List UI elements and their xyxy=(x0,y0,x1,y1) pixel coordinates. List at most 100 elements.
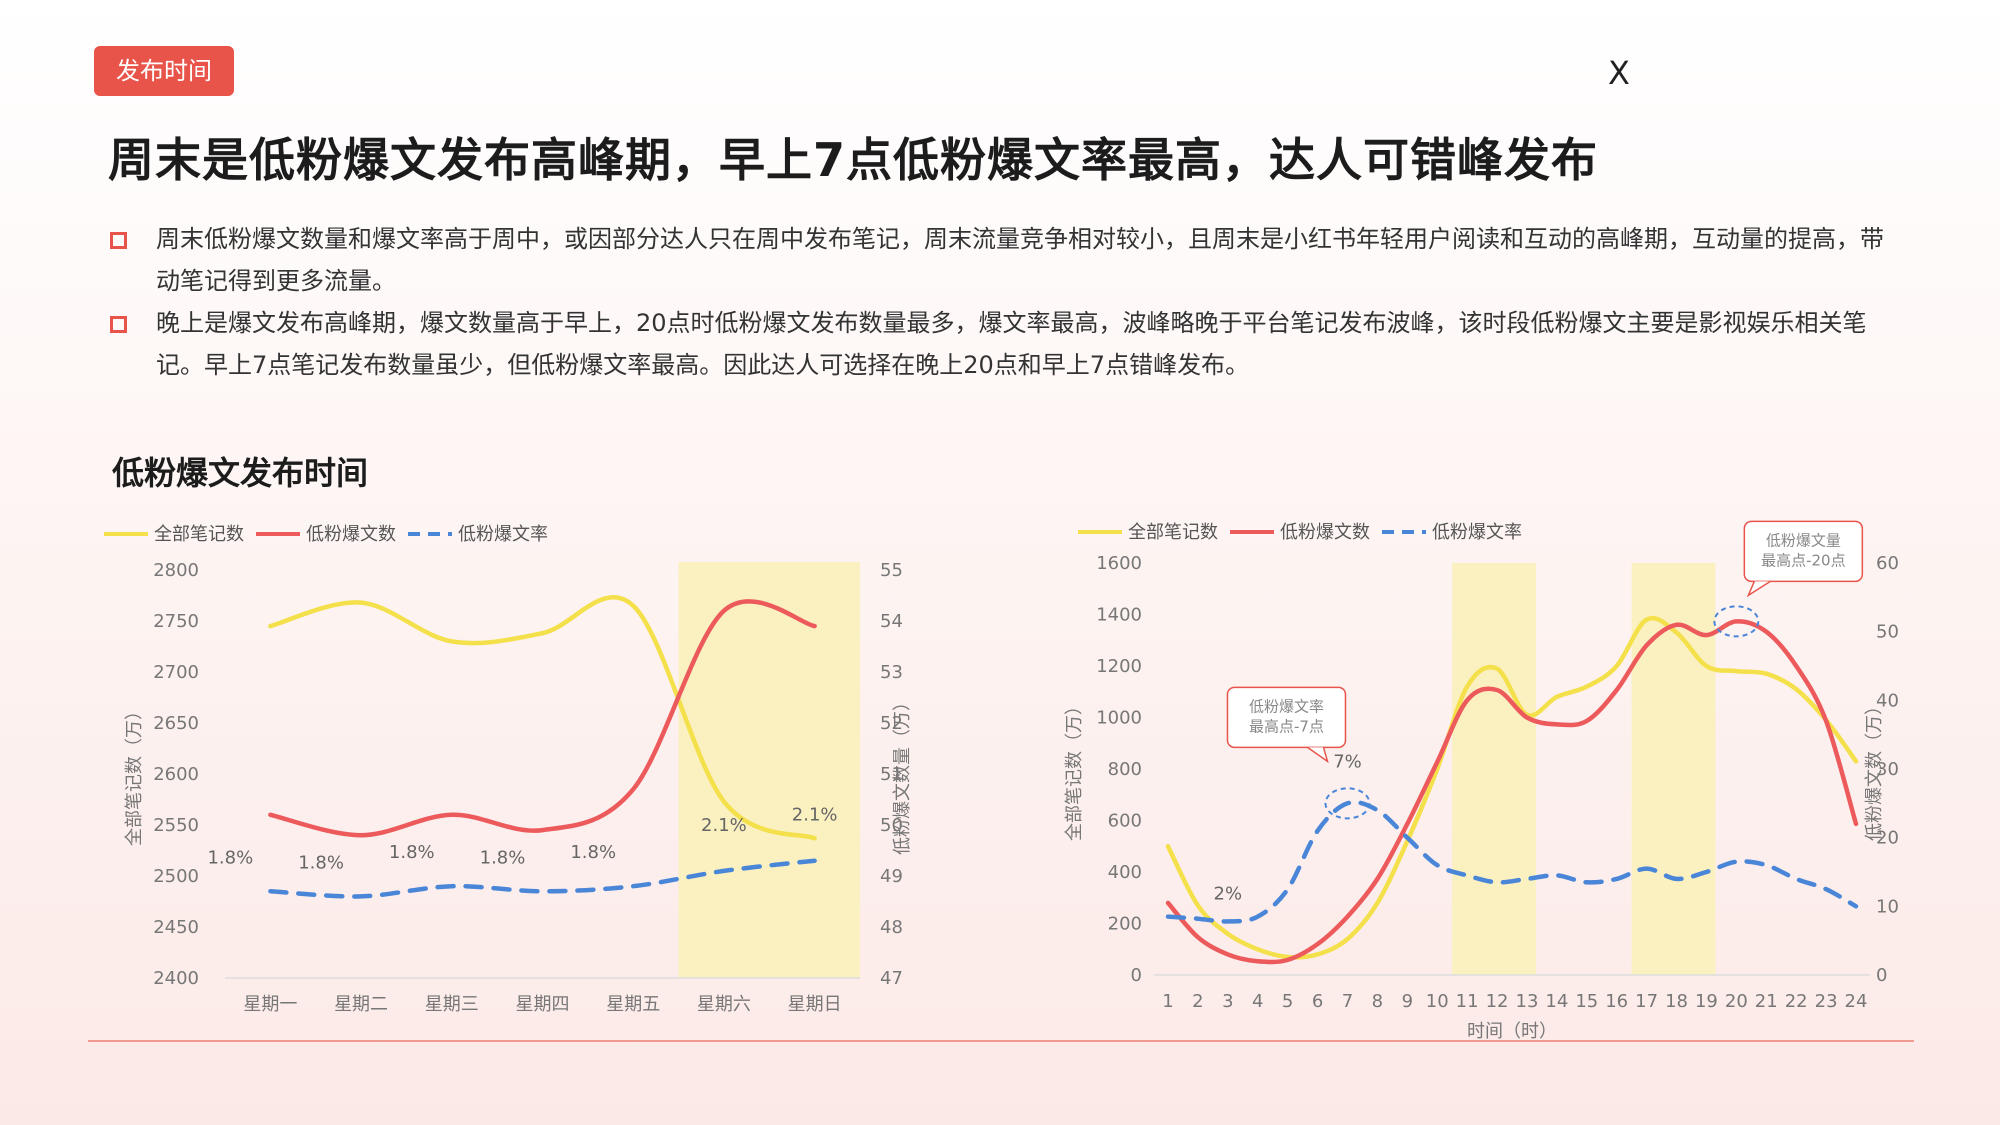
y-left-title: 全部笔记数（万） xyxy=(1064,697,1085,841)
section-title: 低粉爆文发布时间 xyxy=(112,454,369,492)
bullet-list: 周末低粉爆文数量和爆文率高于周中，或因部分达人只在周中发布笔记，周末流量竞争相对… xyxy=(108,218,1898,386)
x-tick: 18 xyxy=(1665,991,1688,1012)
series-line-low-fan-rate xyxy=(1165,799,1859,924)
square-bullet-icon xyxy=(110,232,127,249)
x-tick: 5 xyxy=(1282,991,1293,1012)
x-tick: 星期五 xyxy=(606,994,660,1015)
close-button[interactable]: X xyxy=(1608,54,1630,92)
x-tick: 13 xyxy=(1516,991,1539,1012)
y-left-tick: 1600 xyxy=(1096,553,1142,574)
x-tick: 24 xyxy=(1845,991,1868,1012)
x-tick: 星期日 xyxy=(788,994,842,1015)
x-tick: 6 xyxy=(1312,991,1323,1012)
bullet-item: 晚上是爆文发布高峰期，爆文数量高于早上，20点时低粉爆文发布数量最多，爆文率最高… xyxy=(108,302,1898,386)
y-right-tick: 53 xyxy=(880,662,903,683)
bullet-text: 晚上是爆文发布高峰期，爆文数量高于早上，20点时低粉爆文发布数量最多，爆文率最高… xyxy=(156,309,1867,379)
x-tick: 20 xyxy=(1725,991,1748,1012)
weekend-highlight xyxy=(678,562,860,978)
y-right-tick: 49 xyxy=(880,866,903,887)
callout-text: 低粉爆文率 xyxy=(1249,697,1324,715)
y-right-tick: 48 xyxy=(880,917,903,938)
data-label: 2% xyxy=(1214,883,1243,904)
x-tick: 星期二 xyxy=(334,994,388,1015)
y-right-tick: 40 xyxy=(1876,690,1899,711)
x-tick: 9 xyxy=(1402,991,1413,1012)
x-tick: 17 xyxy=(1635,991,1658,1012)
x-tick: 10 xyxy=(1426,991,1449,1012)
y-left-tick: 2450 xyxy=(153,917,199,938)
legend-label: 低粉爆文率 xyxy=(1432,522,1522,543)
y-right-title: 低粉爆文数（万） xyxy=(1864,697,1885,841)
callout-pointer xyxy=(1307,746,1329,764)
y-right-tick: 55 xyxy=(880,560,903,581)
data-label: 1.8% xyxy=(389,842,435,863)
data-label: 2.1% xyxy=(792,805,838,826)
legend-label: 低粉爆文数 xyxy=(306,524,396,545)
legend-label: 全部笔记数 xyxy=(1128,522,1218,543)
x-tick: 23 xyxy=(1815,991,1838,1012)
legend-label: 全部笔记数 xyxy=(154,524,244,545)
y-left-tick: 1000 xyxy=(1096,708,1142,729)
legend-label: 低粉爆文率 xyxy=(458,524,548,545)
y-left-tick: 2550 xyxy=(153,815,199,836)
series-line-all-notes xyxy=(1165,615,1859,960)
x-tick: 11 xyxy=(1456,991,1479,1012)
y-right-tick: 51 xyxy=(880,764,903,785)
callout-text: 低粉爆文量 xyxy=(1766,531,1841,549)
data-label: 2.1% xyxy=(701,815,747,836)
series-line-low-fan-count xyxy=(268,599,817,838)
x-tick: 4 xyxy=(1252,991,1263,1012)
y-right-tick: 50 xyxy=(880,815,903,836)
series-line-low-fan-rate xyxy=(268,858,817,899)
callout-box xyxy=(1226,686,1347,749)
x-axis-title: 时间（时） xyxy=(1467,1021,1557,1042)
section-tag: 发布时间 xyxy=(94,46,234,96)
y-left-tick: 400 xyxy=(1108,862,1142,883)
series-line-all-notes xyxy=(268,595,817,841)
x-tick: 2 xyxy=(1192,991,1203,1012)
y-left-tick: 2650 xyxy=(153,713,199,734)
y-right-tick: 30 xyxy=(1876,759,1899,780)
y-right-tick: 10 xyxy=(1876,896,1899,917)
y-right-tick: 52 xyxy=(880,713,903,734)
y-left-tick: 600 xyxy=(1108,811,1142,832)
x-tick: 12 xyxy=(1486,991,1509,1012)
x-tick: 7 xyxy=(1342,991,1353,1012)
callout-pointer xyxy=(1746,580,1771,598)
y-left-tick: 0 xyxy=(1131,965,1142,986)
data-label: 1.8% xyxy=(570,842,616,863)
x-tick: 星期四 xyxy=(516,994,570,1015)
x-tick: 星期六 xyxy=(697,994,751,1015)
y-left-tick: 2600 xyxy=(153,764,199,785)
x-tick: 14 xyxy=(1545,991,1568,1012)
x-tick: 22 xyxy=(1785,991,1808,1012)
bullet-item: 周末低粉爆文数量和爆文率高于周中，或因部分达人只在周中发布笔记，周末流量竞争相对… xyxy=(108,218,1898,302)
y-left-tick: 1400 xyxy=(1096,605,1142,626)
y-left-tick: 2400 xyxy=(153,968,199,989)
y-right-tick: 50 xyxy=(1876,622,1899,643)
y-left-tick: 800 xyxy=(1108,759,1142,780)
highlight-ellipse xyxy=(1324,787,1371,820)
callout-text: 最高点-20点 xyxy=(1761,551,1846,569)
data-label: 7% xyxy=(1333,751,1362,772)
square-bullet-icon xyxy=(110,316,127,333)
y-right-tick: 54 xyxy=(880,611,903,632)
y-left-tick: 2750 xyxy=(153,611,199,632)
peak-hours-highlight xyxy=(1631,563,1716,975)
y-right-tick: 47 xyxy=(880,968,903,989)
peak-hours-highlight xyxy=(1452,563,1536,975)
x-tick: 3 xyxy=(1222,991,1233,1012)
x-tick: 21 xyxy=(1755,991,1778,1012)
x-tick: 1 xyxy=(1162,991,1173,1012)
x-tick: 16 xyxy=(1605,991,1628,1012)
data-label: 1.8% xyxy=(207,847,253,868)
x-tick: 15 xyxy=(1575,991,1598,1012)
y-right-tick: 20 xyxy=(1876,828,1899,849)
highlight-ellipse xyxy=(1713,605,1760,638)
bullet-text: 周末低粉爆文数量和爆文率高于周中，或因部分达人只在周中发布笔记，周末流量竞争相对… xyxy=(156,225,1884,295)
bottom-divider xyxy=(88,1040,1914,1042)
callout-box xyxy=(1743,520,1864,583)
y-left-tick: 200 xyxy=(1108,914,1142,935)
callout-text: 最高点-7点 xyxy=(1249,717,1324,735)
data-label: 1.8% xyxy=(298,852,344,873)
